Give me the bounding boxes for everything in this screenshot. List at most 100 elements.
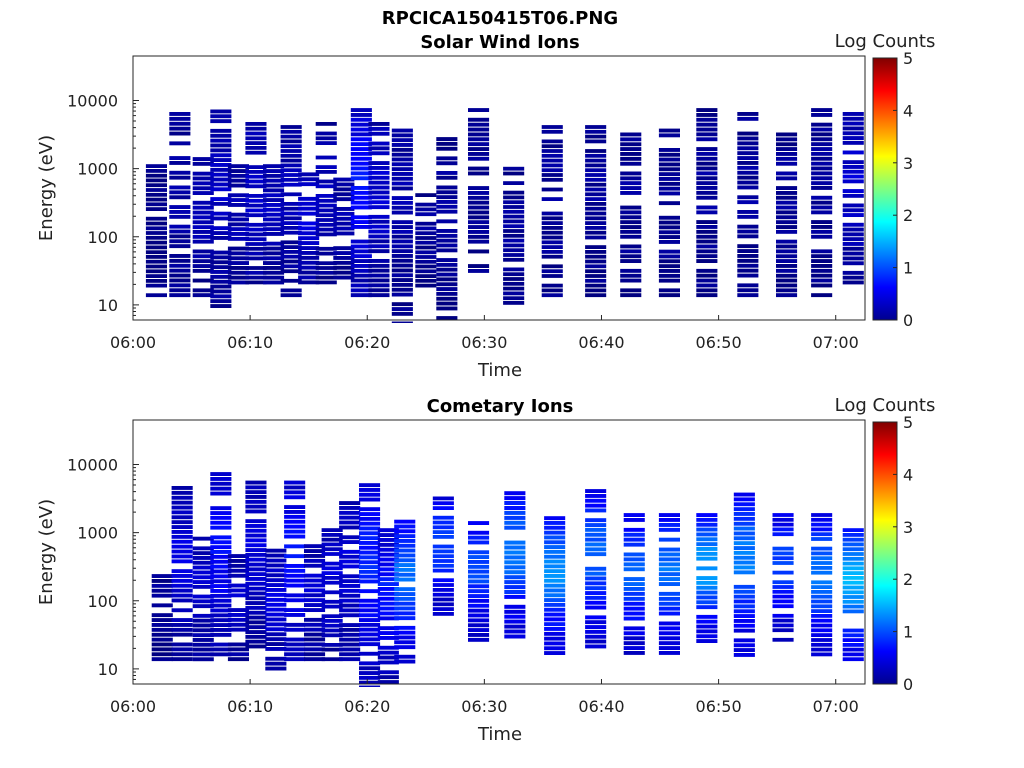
heatmap-cell: [171, 500, 193, 505]
heatmap-cell: [280, 163, 302, 168]
heatmap-cell: [658, 254, 680, 259]
heatmap-cell: [339, 564, 361, 569]
heatmap-cell: [811, 259, 833, 263]
heatmap-cell: [210, 545, 232, 550]
heatmap-cell: [623, 518, 645, 522]
heatmap-cell: [339, 584, 361, 588]
heatmap-cell: [192, 613, 214, 618]
heatmap-cell: [585, 293, 607, 298]
heatmap-cell: [145, 259, 167, 264]
heatmap-cell: [245, 184, 267, 189]
heatmap-cell: [350, 273, 372, 278]
heatmap-cell: [284, 554, 306, 559]
heatmap-cell: [377, 582, 399, 586]
heatmap-cell: [737, 293, 759, 298]
heatmap-cell: [377, 606, 399, 611]
heatmap-cell: [394, 529, 416, 534]
heatmap-cell: [265, 607, 287, 612]
heatmap-cell: [245, 615, 267, 620]
heatmap-cell: [811, 638, 833, 642]
heatmap-cell: [658, 133, 680, 138]
heatmap-cell: [339, 525, 361, 530]
heatmap-cell: [227, 246, 249, 251]
heatmap-cell: [391, 287, 413, 292]
heatmap-cell: [368, 200, 390, 205]
heatmap-cell: [192, 293, 214, 298]
heatmap-cell: [468, 530, 490, 535]
heatmap-cell: [733, 492, 755, 497]
heatmap-cell: [350, 151, 372, 156]
heatmap-cell: [391, 234, 413, 239]
heatmap-cell: [468, 195, 490, 200]
heatmap-cell: [377, 645, 399, 650]
heatmap-cell: [415, 221, 437, 226]
heatmap-cell: [368, 175, 390, 180]
heatmap-cell: [842, 537, 864, 542]
heatmap-cell: [171, 632, 193, 637]
heatmap-cell: [151, 579, 173, 583]
heatmap-cell: [811, 623, 833, 628]
heatmap-cell: [245, 150, 267, 155]
heatmap-cell: [359, 507, 381, 512]
heatmap-cell: [350, 108, 372, 112]
heatmap-cell: [171, 598, 193, 603]
heatmap-cell: [227, 198, 249, 202]
heatmap-cell: [696, 239, 718, 244]
heatmap-cell: [169, 116, 191, 121]
heatmap-cell: [280, 129, 302, 134]
cometary-panel: Cometary Ions 06:00 06:10 06:20 06:30 06:40 0…: [36, 395, 935, 745]
heatmap-cell: [210, 481, 232, 486]
heatmap-cell: [192, 560, 214, 565]
cometary-colorbar-label: Log Counts: [835, 395, 936, 416]
heatmap-cell: [350, 264, 372, 268]
heatmap-cell: [359, 488, 381, 492]
x-tick-label: 06:30: [461, 333, 507, 352]
heatmap-cell: [169, 175, 191, 180]
heatmap-cell: [842, 256, 864, 261]
heatmap-cell: [733, 516, 755, 521]
heatmap-cell: [350, 186, 372, 190]
heatmap-cell: [811, 609, 833, 613]
heatmap-cell: [696, 542, 718, 547]
heatmap-cell: [776, 288, 798, 293]
heatmap-cell: [842, 246, 864, 251]
heatmap-cell: [620, 171, 642, 176]
heatmap-cell: [321, 619, 343, 623]
heatmap-cell: [544, 525, 566, 530]
heatmap-cell: [432, 592, 454, 597]
heatmap-cell: [394, 659, 416, 664]
heatmap-cell: [280, 269, 302, 274]
heatmap-cell: [696, 527, 718, 532]
heatmap-cell: [776, 156, 798, 161]
heatmap-cell: [304, 603, 326, 607]
heatmap-cell: [468, 564, 490, 569]
heatmap-cell: [468, 628, 490, 632]
heatmap-cell: [333, 192, 355, 197]
heatmap-cell: [377, 660, 399, 665]
heatmap-cell: [585, 629, 607, 634]
heatmap-cell: [776, 264, 798, 268]
heatmap-cell: [377, 547, 399, 552]
heatmap-cell: [284, 608, 306, 612]
heatmap-cell: [503, 248, 525, 253]
heatmap-cell: [321, 643, 343, 647]
heatmap-cell: [842, 633, 864, 638]
heatmap-cell: [776, 273, 798, 278]
heatmap-cell: [315, 155, 337, 160]
heatmap-cell: [304, 563, 326, 568]
heatmap-cell: [227, 647, 249, 652]
heatmap-cell: [394, 645, 416, 650]
heatmap-cell: [585, 274, 607, 278]
heatmap-cell: [696, 166, 718, 171]
heatmap-cell: [842, 628, 864, 633]
heatmap-cell: [333, 265, 355, 270]
solar-wind-heatmap: [145, 108, 864, 323]
heatmap-cell: [658, 646, 680, 650]
heatmap-cell: [192, 618, 214, 623]
heatmap-cell: [468, 156, 490, 161]
heatmap-cell: [394, 611, 416, 616]
heatmap-cell: [210, 284, 232, 289]
heatmap-cell: [772, 613, 794, 618]
cometary-colorbar: [872, 421, 898, 685]
heatmap-cell: [298, 265, 320, 270]
